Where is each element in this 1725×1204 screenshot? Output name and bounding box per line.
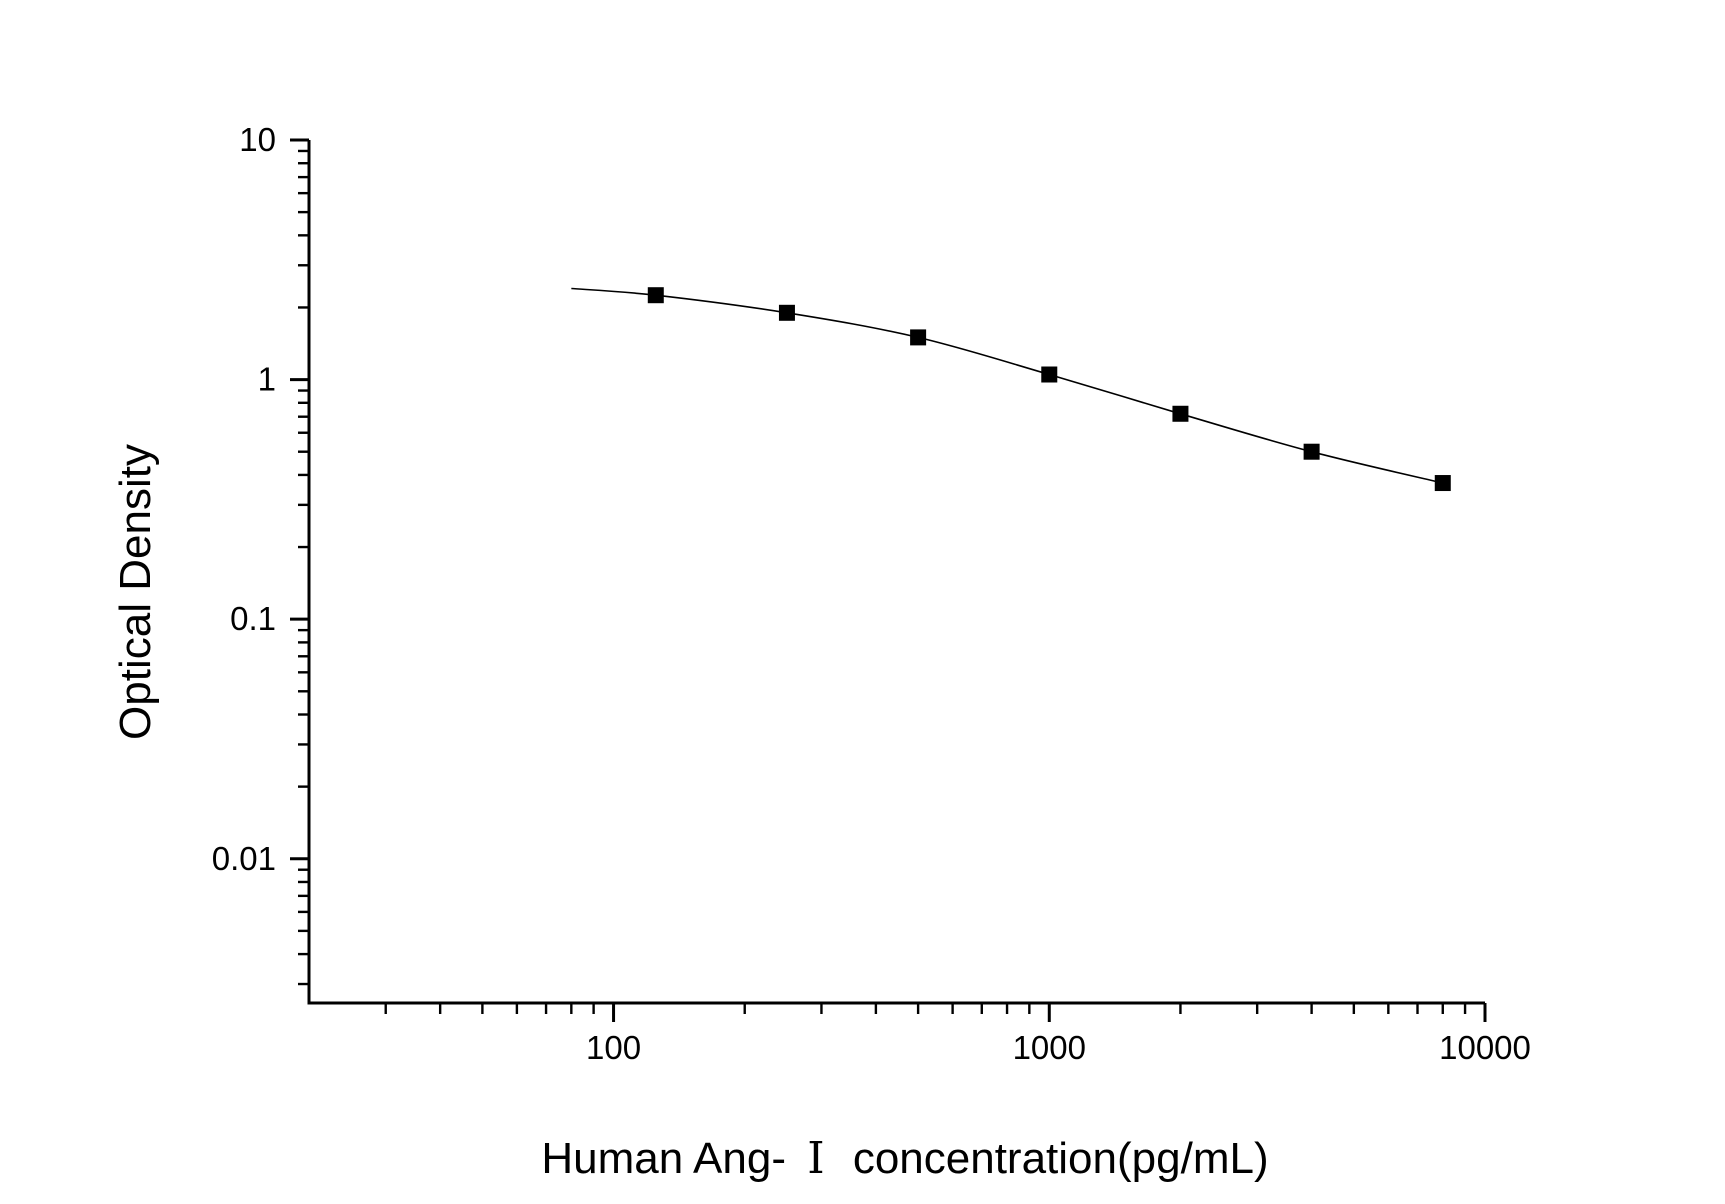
standard-curve-line	[571, 287, 1443, 484]
y-tick-label: 10	[239, 121, 276, 158]
x-axis-title-prefix: Human Ang-	[541, 1134, 786, 1183]
data-point-marker	[1041, 366, 1058, 383]
data-point-marker	[1172, 405, 1189, 422]
x-axis-title-suffix: concentration(pg/mL)	[853, 1134, 1269, 1183]
x-axis-title-roman-numeral: Ⅰ	[807, 1133, 824, 1184]
data-point-marker	[647, 287, 664, 304]
y-tick-label: 1	[258, 361, 276, 398]
x-axis-title: Human Ang- Ⅰ concentration(pg/mL)	[541, 1133, 1268, 1184]
x-tick-label: 1000	[1013, 1029, 1086, 1066]
y-tick-label: 0.1	[230, 600, 276, 637]
y-axis-title: Optical Density	[111, 444, 160, 740]
data-point-marker	[1434, 475, 1451, 492]
x-tick-label: 10000	[1439, 1029, 1531, 1066]
data-point-marker	[1303, 443, 1320, 460]
x-tick-label: 100	[586, 1029, 641, 1066]
data-point-marker	[910, 329, 927, 346]
data-point-marker	[778, 304, 795, 321]
plot-generated-layer: 100 1000 10000 10 1 0.1 0.01	[212, 121, 1531, 1066]
y-tick-label: 0.01	[212, 840, 276, 877]
